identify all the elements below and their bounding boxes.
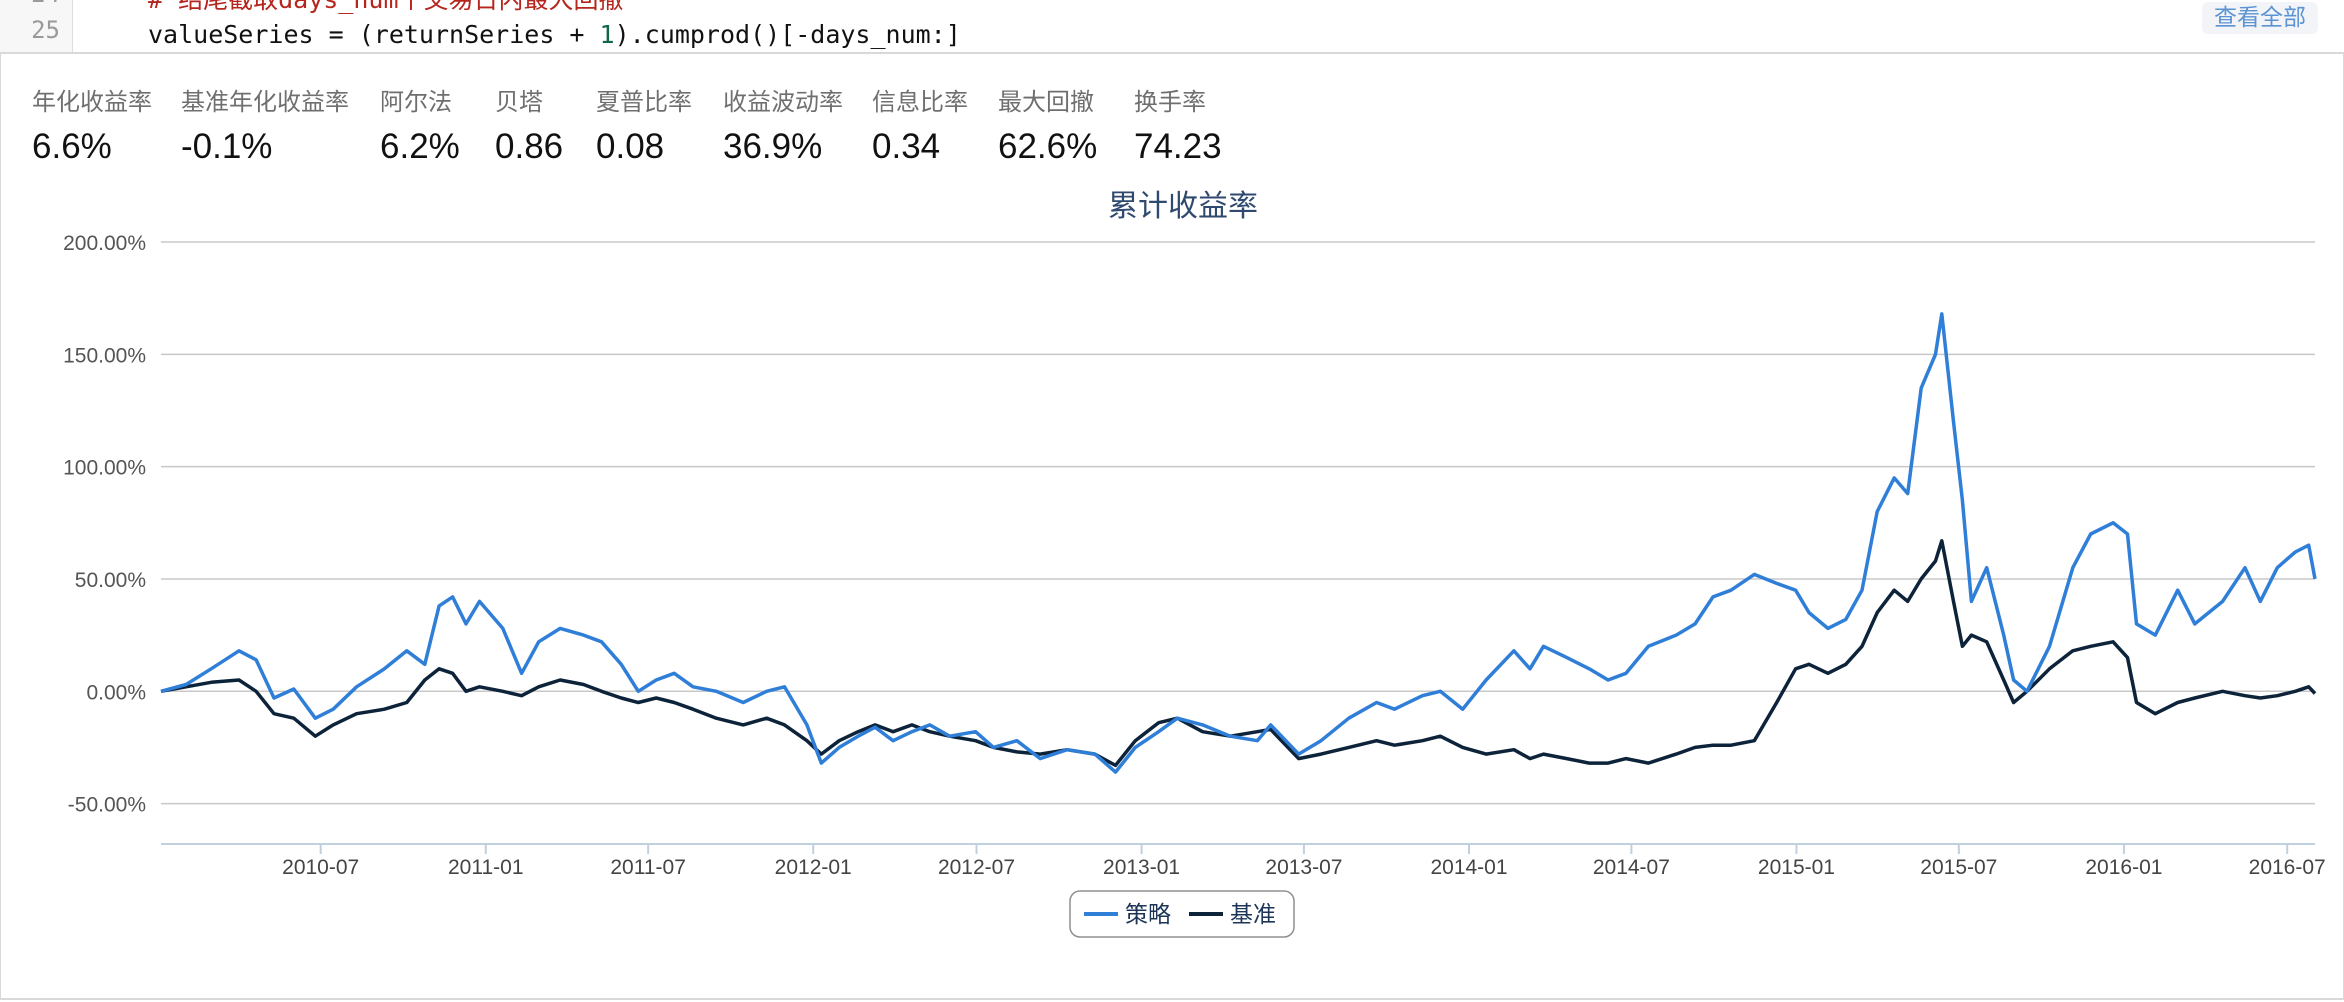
metric-label: 信息比率 bbox=[872, 88, 968, 116]
x-axis: 2010-07 2011-01 2011-07 2012-01 2012-07 2013-… bbox=[161, 843, 2326, 879]
x-tick-label: 2013-01 bbox=[1103, 856, 1180, 879]
y-tick-label: 200.00% bbox=[63, 232, 146, 255]
legend-box bbox=[1069, 890, 1295, 938]
backtest-result-panel: 年化收益率 6.6% 基准年化收益率 -0.1% 阿尔法 6.2% 贝塔 0.8… bbox=[0, 54, 2344, 1000]
metric-value: 62.6% bbox=[998, 127, 1098, 166]
metric-value: 74.23 bbox=[1134, 127, 1222, 166]
metric-label: 贝塔 bbox=[495, 88, 543, 116]
metric-value: 6.6% bbox=[32, 127, 112, 166]
y-axis: 200.00% 150.00% 100.00% 50.00% 0.00% -50.00% bbox=[63, 232, 146, 817]
view-all-button[interactable]: 查看全部 bbox=[2202, 2, 2318, 34]
x-tick-label: 2011-07 bbox=[610, 856, 686, 879]
line-number: 25 bbox=[31, 16, 60, 44]
y-tick-label: 50.00% bbox=[75, 569, 146, 592]
code-comment-line: # 结尾截取days_num个交易日内最大回撤 bbox=[148, 0, 624, 16]
x-tick-label: 2012-01 bbox=[775, 856, 852, 879]
x-tick-label: 2016-01 bbox=[2085, 856, 2162, 879]
metric-benchmark-annual-return: 基准年化收益率 -0.1% bbox=[181, 82, 349, 167]
metric-value: 6.2% bbox=[380, 127, 460, 166]
x-tick-label: 2010-07 bbox=[282, 856, 359, 879]
y-tick-label: 100.00% bbox=[63, 457, 146, 480]
x-tick-label: 2014-01 bbox=[1430, 856, 1507, 879]
metric-value: 36.9% bbox=[723, 127, 823, 166]
code-token: ).cumprod()[-days_num:] bbox=[614, 20, 961, 49]
series-layer bbox=[160, 312, 2317, 774]
series-line-benchmark bbox=[160, 539, 2317, 768]
metric-label: 年化收益率 bbox=[32, 88, 152, 116]
code-token: valueSeries = (returnSeries + bbox=[148, 20, 600, 49]
metric-label: 阿尔法 bbox=[380, 88, 452, 116]
x-tick-label: 2015-01 bbox=[1758, 856, 1835, 879]
y-tick-label: -50.00% bbox=[68, 794, 146, 817]
metric-label: 夏普比率 bbox=[596, 88, 692, 116]
x-tick-label: 2012-07 bbox=[938, 856, 1015, 879]
metric-volatility: 收益波动率 36.9% bbox=[723, 82, 843, 167]
metric-label: 基准年化收益率 bbox=[181, 88, 349, 116]
cumulative-return-chart: 累计收益率 200.00% 150.00% 100.00% 50.00% 0.00% -5… bbox=[63, 189, 2326, 938]
chart-legend[interactable]: 策略 基准 bbox=[1069, 890, 1295, 938]
x-tick-label: 2016-07 bbox=[2249, 856, 2326, 879]
code-editor-strip: 24 25 # 结尾截取days_num个交易日内最大回撤 valueSerie… bbox=[0, 0, 2344, 54]
metric-alpha: 阿尔法 6.2% bbox=[380, 82, 460, 167]
legend-label-strategy[interactable]: 策略 bbox=[1125, 902, 1171, 928]
code-number-token: 1 bbox=[599, 20, 615, 49]
x-tick-label: 2014-07 bbox=[1593, 856, 1670, 879]
metric-value: 0.86 bbox=[495, 127, 564, 166]
metric-value: -0.1% bbox=[181, 127, 273, 166]
metric-value: 0.08 bbox=[596, 127, 665, 166]
code-line[interactable]: valueSeries = (returnSeries + 1).cumprod… bbox=[148, 20, 961, 49]
metric-label: 最大回撤 bbox=[998, 88, 1094, 116]
legend-label-benchmark[interactable]: 基准 bbox=[1230, 902, 1276, 928]
metric-label: 换手率 bbox=[1134, 88, 1206, 116]
metric-sharpe: 夏普比率 0.08 bbox=[596, 82, 692, 167]
metric-annual-return: 年化收益率 6.6% bbox=[32, 82, 152, 167]
chart-title: 累计收益率 bbox=[1108, 189, 1258, 224]
metric-value: 0.34 bbox=[872, 127, 941, 166]
line-number-gutter: 24 25 bbox=[0, 0, 73, 52]
x-tick-label: 2015-07 bbox=[1920, 856, 1997, 879]
y-tick-label: 0.00% bbox=[86, 681, 146, 704]
y-tick-label: 150.00% bbox=[63, 344, 146, 367]
metric-information-ratio: 信息比率 0.34 bbox=[872, 82, 968, 167]
x-tick-label: 2011-01 bbox=[448, 856, 524, 879]
x-tick-label: 2013-07 bbox=[1265, 856, 1342, 879]
grid-layer bbox=[161, 241, 2315, 805]
metric-max-drawdown: 最大回撤 62.6% bbox=[998, 82, 1097, 167]
metric-beta: 贝塔 0.86 bbox=[495, 82, 563, 167]
metric-label: 收益波动率 bbox=[723, 88, 843, 116]
line-number: 24 bbox=[31, 0, 60, 8]
metric-turnover: 换手率 74.23 bbox=[1134, 82, 1222, 167]
series-line-strategy bbox=[160, 312, 2317, 774]
